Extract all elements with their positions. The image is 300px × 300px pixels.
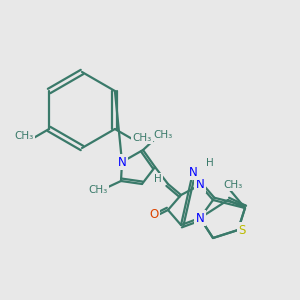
Text: CH₃: CH₃	[14, 131, 34, 141]
Text: S: S	[238, 224, 246, 236]
Text: N: N	[118, 155, 126, 169]
Text: H: H	[154, 174, 162, 184]
Text: H: H	[206, 158, 214, 168]
Text: CH₃: CH₃	[153, 130, 172, 140]
Text: O: O	[149, 208, 159, 221]
Text: CH₃: CH₃	[132, 133, 152, 143]
Text: N: N	[196, 178, 204, 191]
Text: N: N	[196, 212, 204, 224]
Text: CH₃: CH₃	[88, 185, 108, 195]
Text: CH₃: CH₃	[224, 180, 243, 190]
Text: N: N	[189, 166, 197, 178]
